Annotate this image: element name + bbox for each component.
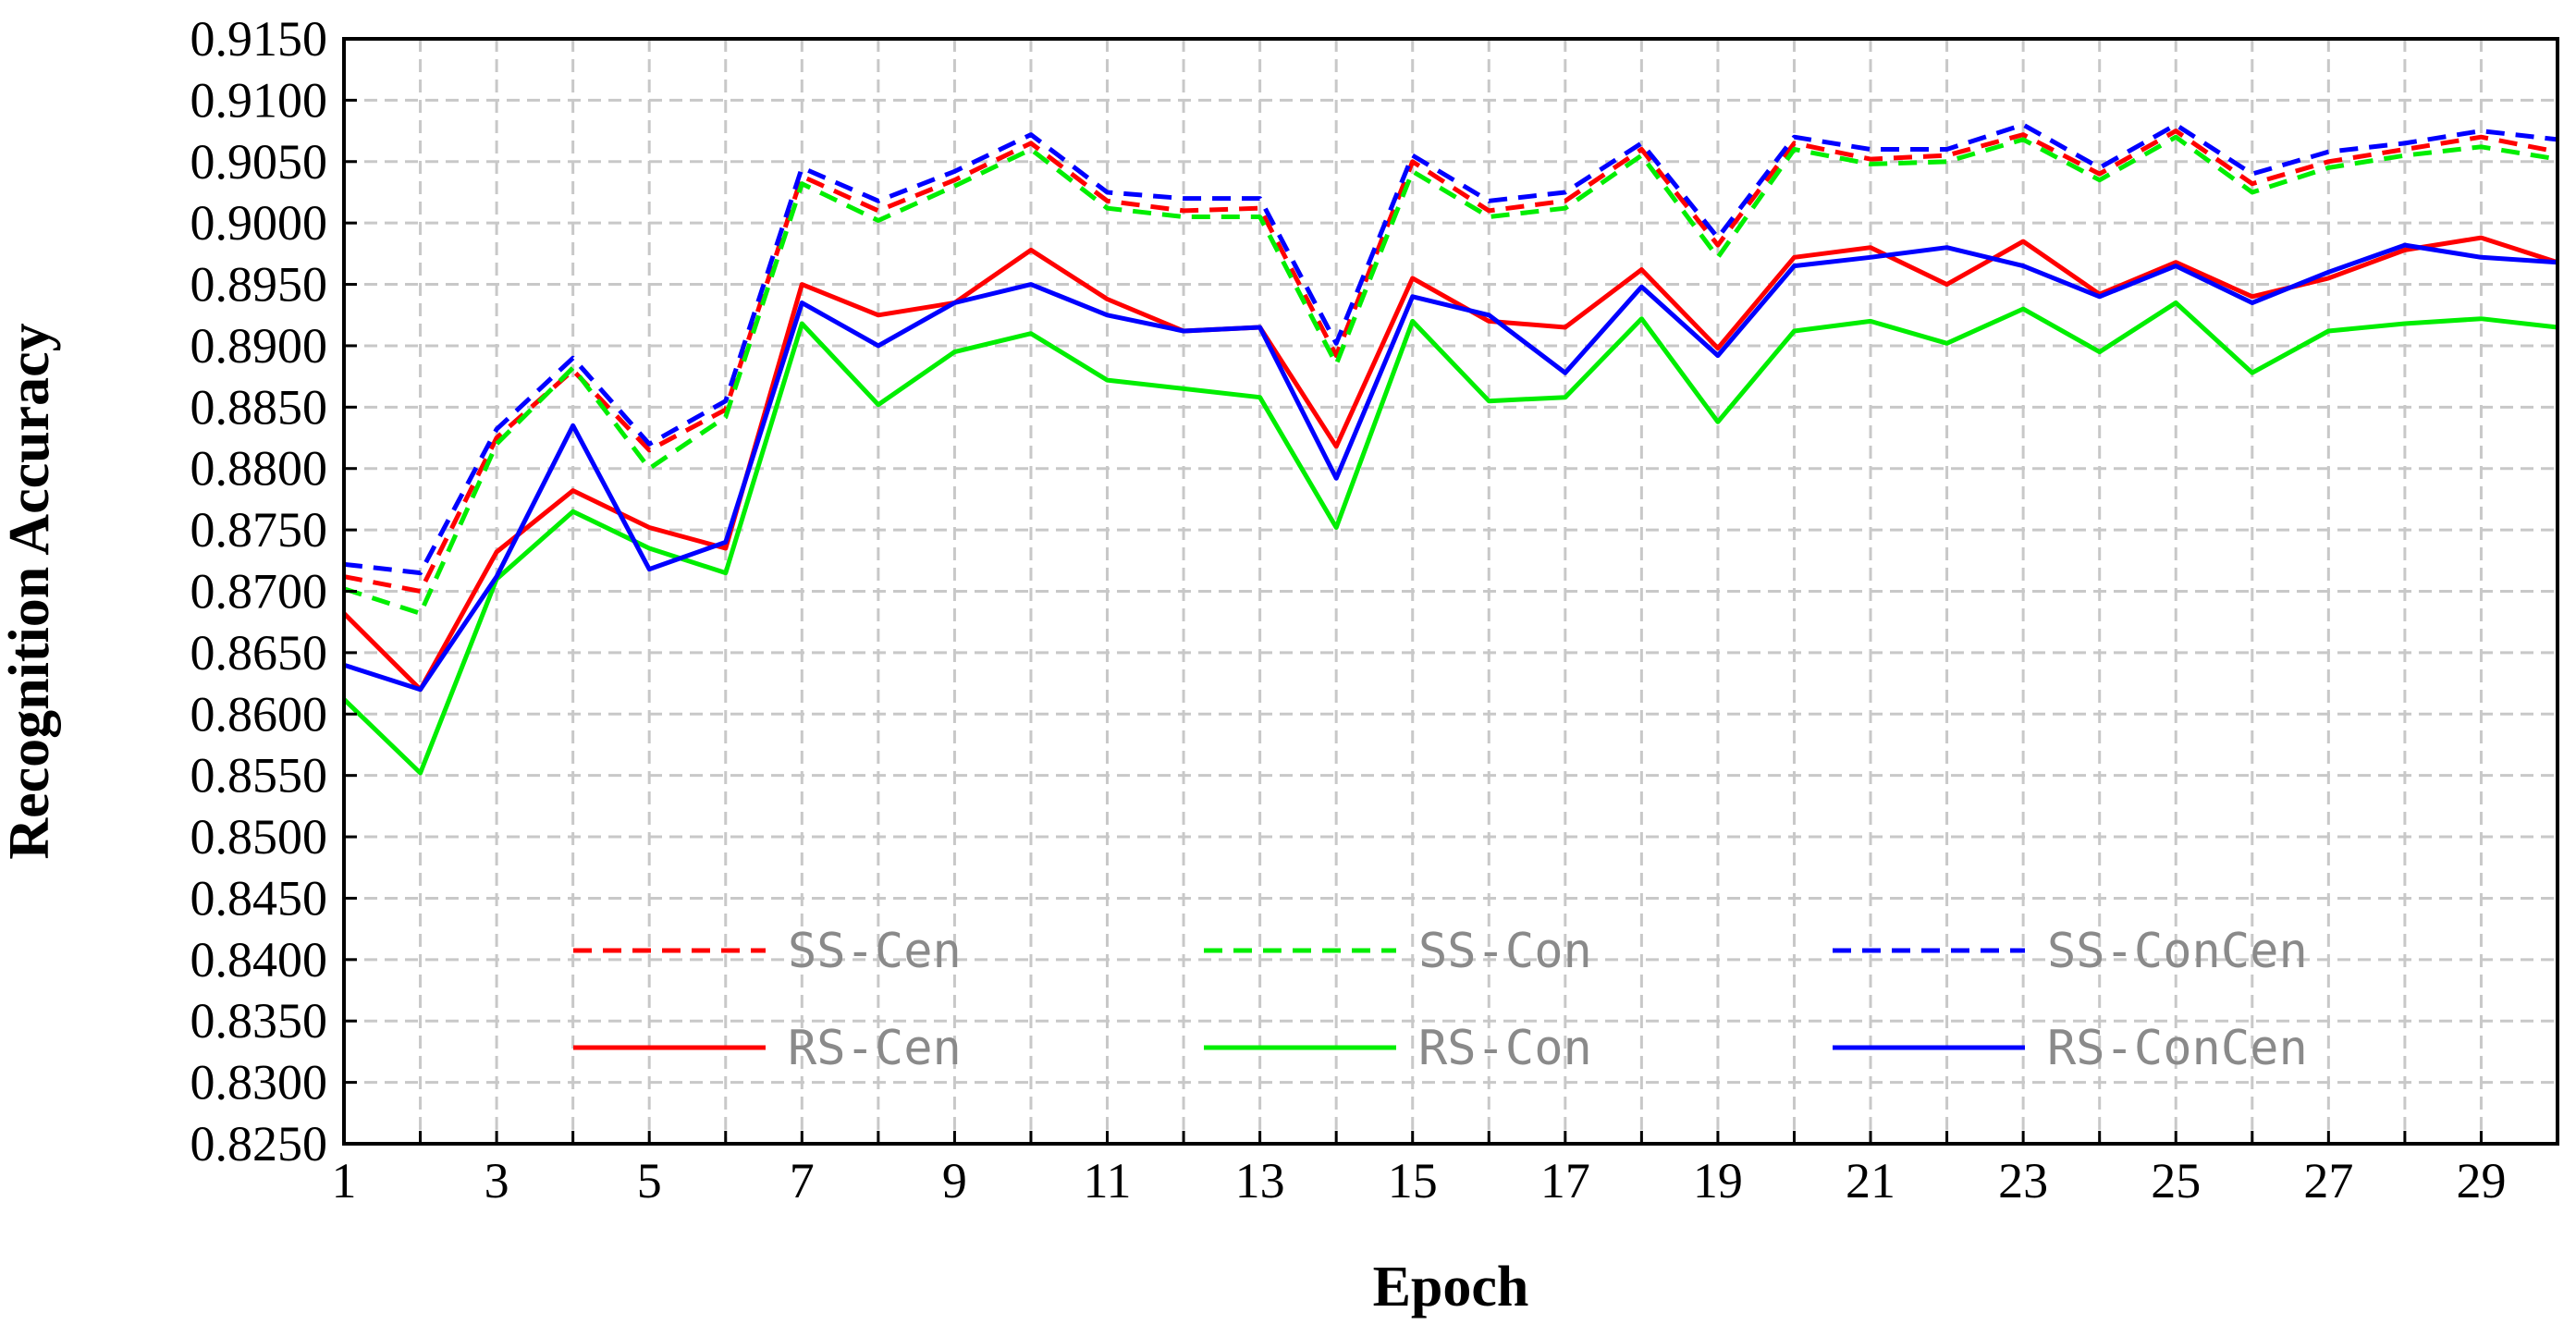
y-tick-label: 0.8450 xyxy=(190,870,328,926)
y-tick-label: 0.8550 xyxy=(190,748,328,803)
y-tick-label: 0.8300 xyxy=(190,1055,328,1110)
x-tick-label: 17 xyxy=(1540,1153,1590,1208)
x-tick-label: 15 xyxy=(1388,1153,1438,1208)
series-line-ss-concen xyxy=(343,122,2558,576)
x-tick-label: 29 xyxy=(2456,1153,2506,1208)
y-tick-label: 0.8850 xyxy=(190,379,328,435)
x-tick-label: 5 xyxy=(637,1153,662,1208)
x-tick-label: 23 xyxy=(1998,1153,2048,1208)
y-tick-label: 0.8400 xyxy=(190,932,328,987)
x-tick-label: 27 xyxy=(2303,1153,2353,1208)
legend: SS-Cen SS-Con SS-ConCen RS-Cen RS-Con RS-ConC… xyxy=(573,924,2308,1076)
x-tick-label: 9 xyxy=(942,1153,967,1208)
x-tick-label: 19 xyxy=(1693,1153,1743,1208)
x-tick-label: 11 xyxy=(1084,1153,1132,1208)
x-tick-label: 3 xyxy=(485,1153,509,1208)
y-tick-label: 0.8900 xyxy=(190,318,328,374)
y-axis-title: Recognition Accuracy xyxy=(0,323,61,859)
y-tick-label: 0.9150 xyxy=(190,11,328,67)
y-tick-label: 0.8950 xyxy=(190,257,328,313)
series-line-ss-con xyxy=(343,134,2558,616)
y-tick-label: 0.9050 xyxy=(190,134,328,190)
x-axis-title: Epoch xyxy=(1373,1256,1529,1319)
x-tick-label: 7 xyxy=(790,1153,815,1208)
y-tick-label: 0.9000 xyxy=(190,195,328,251)
legend-label: RS-Con xyxy=(1418,1021,1592,1076)
legend-label: SS-Cen xyxy=(788,924,962,979)
grid-lines xyxy=(344,39,2558,1144)
x-tick-label: 13 xyxy=(1235,1153,1285,1208)
legend-label: RS-ConCen xyxy=(2047,1021,2308,1076)
legend-label: SS-Con xyxy=(1418,924,1592,979)
y-tick-label: 0.8350 xyxy=(190,993,328,1049)
series-layer xyxy=(342,122,2558,776)
x-tick-label: 25 xyxy=(2151,1153,2201,1208)
legend-label: RS-Cen xyxy=(788,1021,962,1076)
x-tick-label: 21 xyxy=(1846,1153,1895,1208)
y-tick-label: 0.9100 xyxy=(190,72,328,128)
y-tick-label: 0.8500 xyxy=(190,809,328,865)
y-tick-label: 0.8650 xyxy=(190,625,328,681)
y-tick-label: 0.8750 xyxy=(190,502,328,558)
series-line-rs-concen xyxy=(343,242,2558,693)
series-line-rs-con xyxy=(342,301,2558,776)
y-tick-label: 0.8600 xyxy=(190,686,328,742)
y-tick-label: 0.8700 xyxy=(190,564,328,619)
y-tick-label: 0.8800 xyxy=(190,441,328,497)
legend-label: SS-ConCen xyxy=(2047,924,2308,979)
series-line-ss-cen xyxy=(343,129,2558,594)
y-tick-label: 0.8250 xyxy=(190,1116,328,1171)
x-tick-label: 1 xyxy=(332,1153,357,1208)
